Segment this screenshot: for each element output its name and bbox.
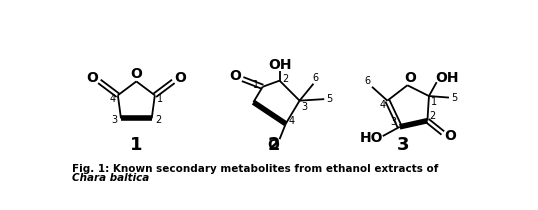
Text: O: O bbox=[405, 71, 416, 85]
Text: Fig. 1: Known secondary metabolites from ethanol extracts of: Fig. 1: Known secondary metabolites from… bbox=[73, 164, 439, 174]
Text: 1: 1 bbox=[130, 135, 143, 154]
Text: 3: 3 bbox=[397, 135, 410, 154]
Text: O: O bbox=[174, 71, 186, 85]
Text: Chara baltica: Chara baltica bbox=[73, 173, 150, 183]
Text: O: O bbox=[130, 67, 142, 81]
Text: 4: 4 bbox=[289, 116, 295, 126]
Text: 3: 3 bbox=[391, 117, 397, 127]
Text: 3: 3 bbox=[301, 102, 307, 112]
Text: OH: OH bbox=[436, 71, 459, 85]
Text: 6: 6 bbox=[312, 73, 318, 83]
Text: O: O bbox=[267, 138, 279, 152]
Text: O: O bbox=[444, 129, 456, 143]
Text: O: O bbox=[87, 71, 98, 85]
Text: 1: 1 bbox=[430, 97, 437, 107]
Text: 2: 2 bbox=[268, 135, 280, 154]
Text: 4: 4 bbox=[380, 100, 386, 110]
Text: HO: HO bbox=[360, 131, 384, 145]
Text: 3: 3 bbox=[112, 115, 118, 125]
Text: 2: 2 bbox=[429, 111, 435, 121]
Text: 5: 5 bbox=[451, 93, 457, 102]
Text: OH: OH bbox=[268, 58, 291, 72]
Text: 1: 1 bbox=[157, 94, 164, 104]
Text: O: O bbox=[230, 69, 242, 83]
Text: 1: 1 bbox=[253, 80, 259, 90]
Text: 2: 2 bbox=[155, 115, 161, 125]
Text: 2: 2 bbox=[282, 74, 289, 84]
Text: 6: 6 bbox=[364, 76, 371, 86]
Text: 4: 4 bbox=[109, 94, 116, 104]
Text: 5: 5 bbox=[327, 94, 332, 104]
